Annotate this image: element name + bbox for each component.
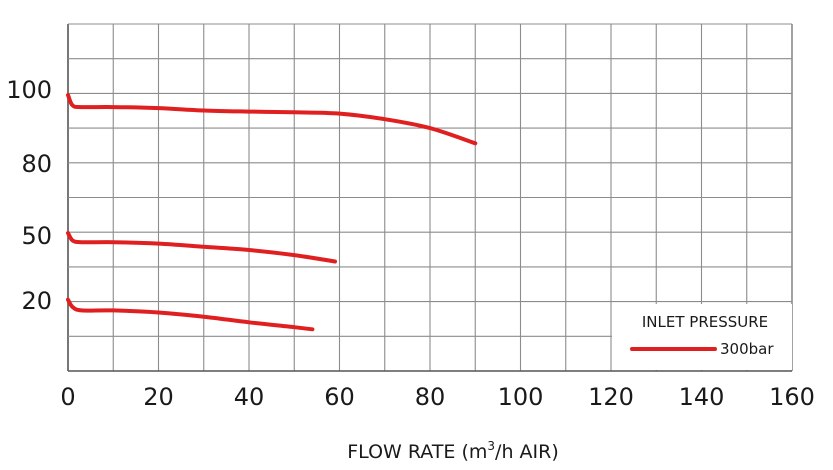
curves xyxy=(66,93,478,332)
y-tick-label: 20 xyxy=(21,287,52,315)
x-tick-label: 160 xyxy=(769,383,815,411)
legend: INLET PRESSURE 300bar xyxy=(612,304,792,370)
y-tick-label: 80 xyxy=(21,150,52,178)
x-tick-label: 120 xyxy=(588,383,634,411)
x-tick-labels: 0 20 40 60 80 100 120 140 160 xyxy=(60,383,815,411)
x-tick-label: 0 xyxy=(60,383,75,411)
y-tick-label: 50 xyxy=(21,222,52,250)
series-line-20 xyxy=(66,297,315,332)
legend-label: 300bar xyxy=(720,340,774,358)
x-tick-label: 100 xyxy=(498,383,544,411)
y-tick-labels: 100 80 50 20 xyxy=(6,76,52,315)
y-tick-label: 100 xyxy=(6,76,52,104)
x-tick-label: 80 xyxy=(415,383,446,411)
series-line-100 xyxy=(66,93,478,146)
legend-box xyxy=(612,304,792,370)
x-axis-label: FLOW RATE (m3/h AIR) xyxy=(347,439,559,463)
x-tick-label: 60 xyxy=(324,383,355,411)
x-tick-label: 40 xyxy=(234,383,265,411)
legend-title: INLET PRESSURE xyxy=(642,313,768,331)
x-tick-label: 140 xyxy=(679,383,725,411)
series-line-50 xyxy=(66,231,337,264)
x-tick-label: 20 xyxy=(143,383,174,411)
